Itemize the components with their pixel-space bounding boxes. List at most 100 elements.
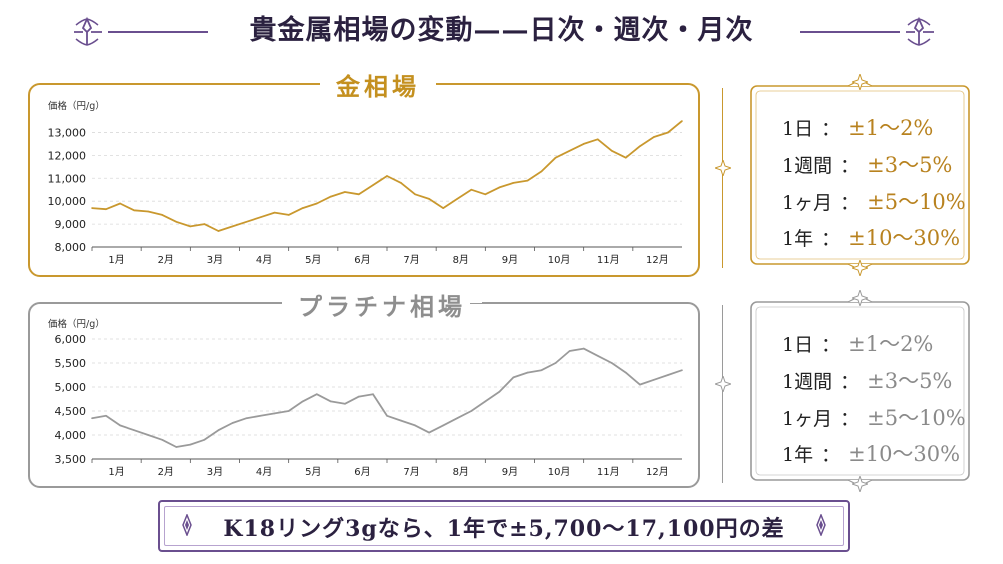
gold-data-point — [133, 209, 135, 212]
gold-ytick-label: 10,000 — [48, 195, 87, 208]
platinum-ylabel: 価格（円/g） — [48, 318, 105, 330]
platinum-data-point — [372, 393, 374, 395]
platinum-data-point — [161, 439, 164, 441]
gold-data-point — [582, 143, 585, 145]
platinum-data-point — [344, 403, 346, 405]
platinum-data-point — [484, 400, 487, 403]
platinum-chart-title: プラチナ相場 — [282, 287, 482, 322]
platinum-xtick-label: 3月 — [207, 466, 223, 478]
platinum-data-point — [639, 383, 641, 386]
gold-range-label: 1週間 — [782, 155, 833, 177]
platinum-xtick-label: 10月 — [548, 466, 571, 478]
platinum-data-point — [498, 391, 501, 393]
platinum-data-point — [273, 412, 276, 415]
platinum-data-point — [456, 417, 459, 419]
platinum-ytick-label: 6,000 — [55, 333, 87, 346]
gold-box-star-bottom-icon — [852, 260, 868, 276]
platinum-xtick-label: 11月 — [597, 466, 620, 478]
gold-label-line-left — [250, 84, 320, 85]
gold-label-line-right — [460, 84, 530, 85]
gold-data-point — [372, 184, 374, 186]
gold-data-point — [245, 221, 248, 223]
gold-range-row: 1日 ： ±1〜2% — [748, 112, 1003, 142]
platinum-data-point — [610, 362, 613, 364]
platinum-xtick-label: 12月 — [646, 466, 669, 478]
platinum-data-point — [526, 371, 529, 374]
gold-connector-star-icon — [715, 160, 731, 176]
platinum-data-point — [105, 415, 107, 417]
platinum-data-point — [119, 424, 121, 427]
gold-range-label: 1日 — [782, 118, 814, 140]
gold-data-point — [681, 120, 683, 122]
gold-box-star-top-icon — [852, 74, 868, 90]
gold-xtick-label: 12月 — [646, 254, 669, 266]
gold-ylabel: 価格（円/g） — [48, 100, 105, 112]
gold-xtick-label: 2月 — [158, 254, 174, 266]
range-separator: ： — [840, 192, 860, 214]
platinum-xtick-label: 5月 — [305, 466, 321, 478]
gold-data-point — [175, 221, 178, 223]
gold-data-point — [344, 191, 346, 193]
platinum-data-point — [667, 374, 669, 376]
platinum-data-point — [287, 410, 290, 412]
platinum-range-row: 1週間 ： ±3〜5% — [748, 365, 1003, 395]
platinum-data-point — [554, 362, 557, 364]
platinum-data-point — [596, 355, 599, 357]
gold-data-point — [540, 170, 543, 173]
platinum-ytick-label: 4,000 — [55, 429, 87, 442]
gold-xtick-label: 8月 — [453, 254, 469, 266]
gold-xtick-label: 5月 — [305, 254, 321, 266]
gold-ytick-label: 8,000 — [55, 241, 87, 254]
platinum-xtick-label: 9月 — [502, 466, 518, 478]
gold-data-point — [105, 208, 107, 210]
platinum-data-point — [512, 376, 515, 379]
gold-xtick-label: 1月 — [108, 254, 124, 266]
gold-range-row: 1ヶ月 ： ±5〜10% — [748, 186, 1003, 216]
gold-data-point — [231, 225, 234, 228]
gold-xtick-label: 3月 — [207, 254, 223, 266]
range-separator: ： — [840, 371, 860, 393]
summary-banner-inner — [164, 506, 844, 546]
platinum-data-point — [315, 393, 318, 395]
gold-connector-line — [722, 88, 723, 268]
platinum-data-point — [245, 417, 248, 419]
platinum-data-point — [203, 439, 206, 441]
range-separator: ： — [821, 228, 841, 250]
platinum-box-star-bottom-icon — [852, 476, 868, 492]
platinum-data-point — [217, 429, 220, 431]
gold-chart-panel — [28, 83, 700, 277]
gold-ytick-label: 9,000 — [55, 218, 87, 231]
gold-data-point — [119, 202, 121, 205]
gold-xtick-label: 7月 — [403, 254, 419, 266]
platinum-label-line-left — [210, 303, 282, 304]
platinum-data-point — [91, 417, 93, 419]
gold-ytick-label: 13,000 — [48, 126, 87, 139]
gold-data-point — [273, 211, 276, 214]
gold-xtick-label: 11月 — [597, 254, 620, 266]
summary-text: K18リング3gなら、1年で±5,700〜17,100円の差 — [223, 516, 785, 542]
platinum-connector-line — [722, 305, 723, 483]
platinum-xtick-label: 4月 — [256, 466, 272, 478]
platinum-data-point — [428, 431, 430, 434]
platinum-range-label: 1週間 — [782, 371, 833, 393]
gold-data-point — [484, 193, 487, 196]
platinum-data-point — [133, 429, 135, 431]
gold-range-value: ±1〜2% — [848, 116, 934, 140]
platinum-data-point — [400, 419, 402, 422]
gold-xtick-label: 4月 — [256, 254, 272, 266]
gold-range-row: 1年 ： ±10〜30% — [748, 222, 1003, 252]
platinum-range-value: ±1〜2% — [848, 332, 934, 356]
platinum-data-point — [231, 422, 234, 424]
platinum-xtick-label: 7月 — [403, 466, 419, 478]
gold-data-point — [161, 214, 164, 216]
title-line-right — [800, 31, 900, 33]
gold-price-chart: 価格（円/g） 8,000 9,000 10,000 11,000 12,000 13,00… — [48, 100, 683, 266]
platinum-data-point — [568, 350, 571, 352]
title-ornament-right — [906, 16, 934, 46]
gold-data-point — [456, 198, 459, 200]
platinum-range-label: 1日 — [782, 334, 814, 356]
banner-diamond-left-icon — [182, 514, 192, 536]
platinum-ytick-label: 4,500 — [55, 405, 87, 418]
title-ornament-left — [74, 16, 102, 46]
gold-range-value: ±3〜5% — [867, 153, 953, 177]
